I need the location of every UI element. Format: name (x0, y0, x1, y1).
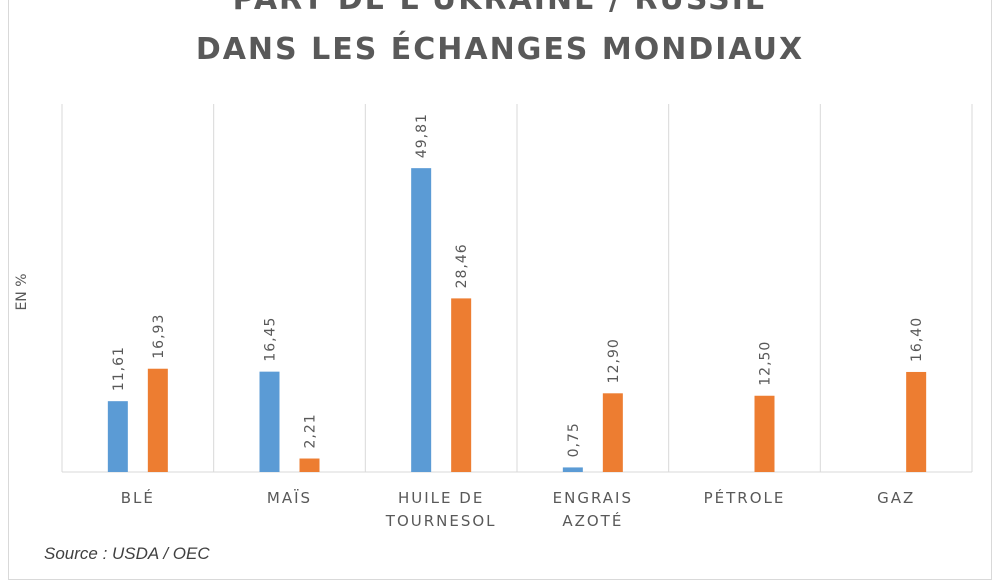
data-label-series1-3: 0,75 (566, 422, 582, 457)
bar-series2-3 (602, 393, 623, 472)
bar-series2-4 (754, 395, 775, 472)
data-label-series2-0: 16,93 (151, 314, 167, 359)
bar-series1-1 (259, 371, 280, 472)
category-label-2-line1: TOURNESOL (385, 512, 497, 530)
bar-series2-0 (147, 368, 168, 472)
bar-series2-2 (451, 298, 472, 472)
bar-chart: 11,61 16,93 BLÉ 16,45 2,21 MAÏS 49,81 28,46 HUIL… (61, 104, 973, 530)
bar-series1-2 (411, 168, 432, 472)
category-label-3-line1: AZOTÉ (562, 511, 623, 530)
category-label-3-line0: ENGRAIS (553, 489, 633, 507)
data-label-series2-4: 12,50 (758, 341, 774, 386)
bar-series2-5 (906, 371, 927, 472)
chart-title-line-1: PART DE L'UKRAINE / RUSSIE (0, 0, 1000, 17)
chart-title-line-2: DANS LES ÉCHANGES MONDIAUX (195, 32, 805, 67)
data-label-series2-2: 28,46 (454, 243, 470, 288)
data-label-series2-1: 2,21 (303, 413, 319, 448)
source-note: Source : USDA / OEC (44, 544, 210, 563)
category-label-4: PÉTROLE (704, 488, 786, 507)
category-label-0: BLÉ (121, 488, 155, 507)
data-label-series2-5: 16,40 (909, 317, 925, 362)
data-label-series1-0: 11,61 (111, 346, 127, 391)
bar-series2-1 (299, 458, 320, 472)
data-label-series1-2: 49,81 (414, 113, 430, 158)
data-label-series2-3: 12,90 (606, 338, 622, 383)
bar-series1-3 (562, 467, 583, 472)
category-label-5: GAZ (877, 489, 915, 507)
category-label-2-line0: HUILE DE (398, 489, 484, 507)
category-label-1: MAÏS (267, 488, 312, 507)
bar-series1-0 (107, 401, 128, 472)
data-label-series1-1: 16,45 (263, 317, 279, 362)
